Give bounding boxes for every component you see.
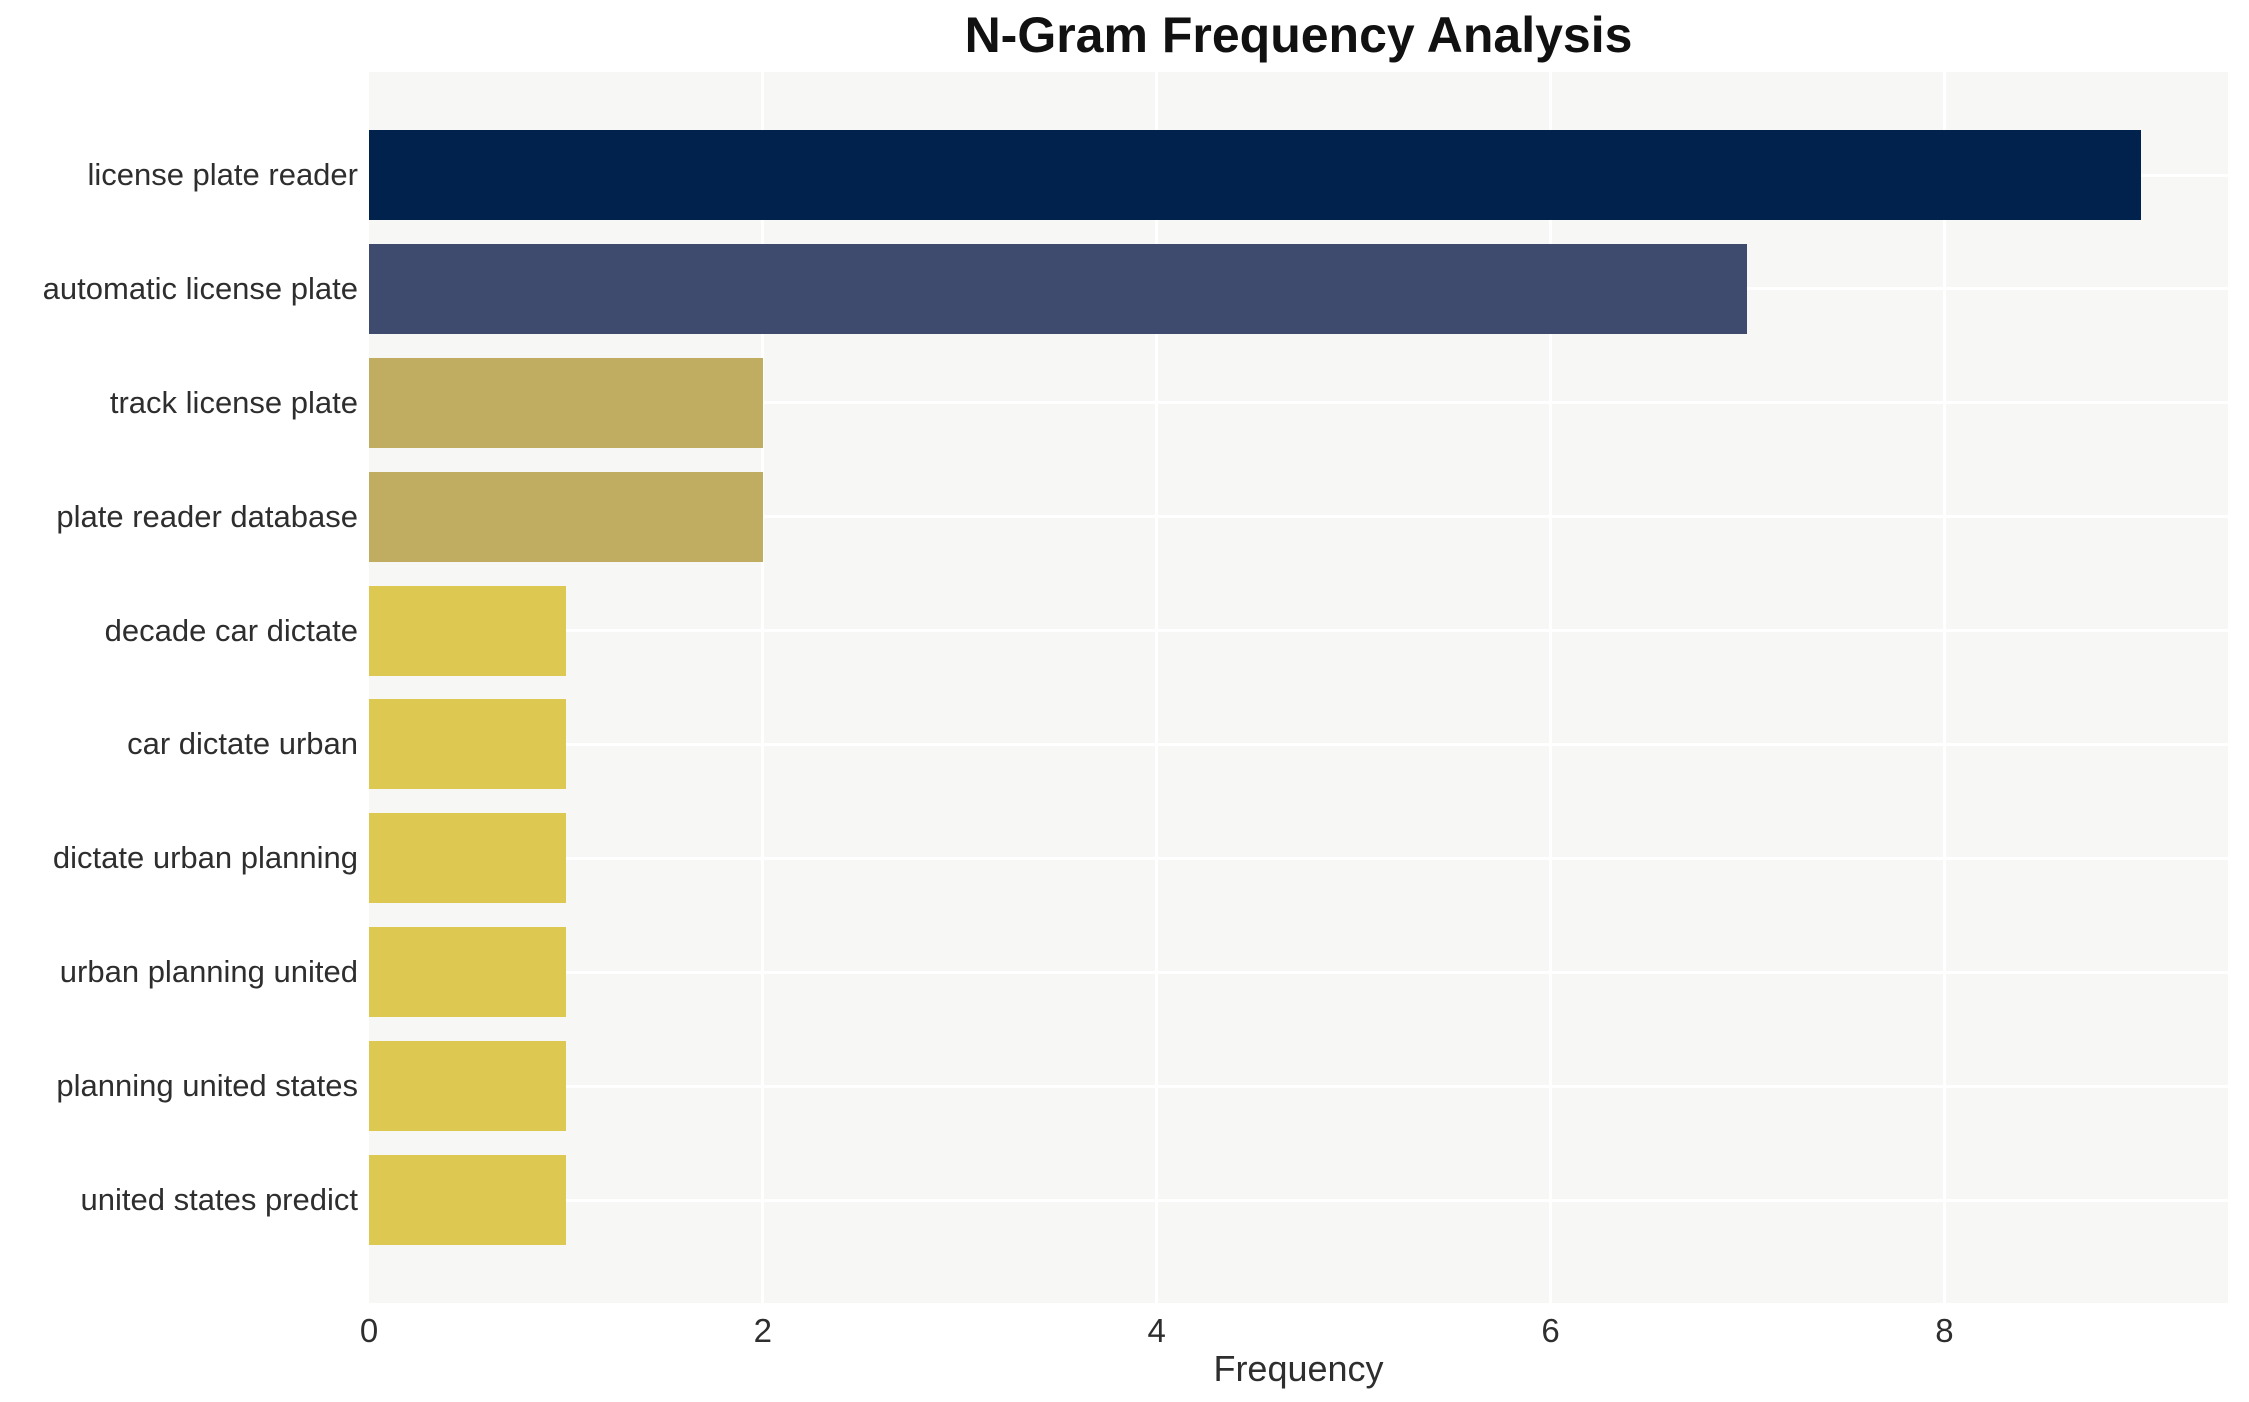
x-tick-label: 2 [753,1312,773,1349]
v-gridline [1155,72,1159,1303]
x-tick-label: 6 [1541,1312,1560,1349]
plot-area [369,72,2228,1303]
bar[interactable] [369,699,566,790]
h-gridline [369,629,2228,633]
bar[interactable] [369,1041,566,1132]
bar[interactable] [369,130,2142,220]
h-gridline [369,515,2228,519]
y-axis-label: planning united states [56,1068,358,1104]
h-gridline [369,856,2228,860]
y-axis-label: track license plate [109,384,358,420]
bar[interactable] [369,585,566,676]
bar[interactable] [369,813,566,904]
y-axis-label: decade car dictate [104,612,358,648]
y-axis-label: license plate reader [87,157,358,192]
y-axis-label: united states predict [80,1182,358,1217]
h-gridline [369,742,2228,746]
y-axis-label: car dictate urban [127,726,358,762]
bar[interactable] [369,1155,566,1245]
x-tick-label: 8 [1935,1312,1954,1349]
x-tick-label: 0 [359,1312,379,1349]
bar[interactable] [369,243,1748,334]
chart-title: N-Gram Frequency Analysis [964,7,1633,63]
y-axis-label: dictate urban planning [52,840,358,876]
h-gridline [369,401,2228,405]
h-gridline [369,1198,2228,1202]
v-gridline [1942,72,1946,1303]
bar[interactable] [369,357,763,448]
y-axis-label: plate reader database [56,498,358,534]
bar[interactable] [369,927,566,1018]
v-gridline [1549,72,1553,1303]
y-axis-label: automatic license plate [42,270,358,306]
bar[interactable] [369,471,763,562]
y-axis-label: urban planning united [59,954,358,990]
x-tick-label: 4 [1147,1312,1166,1349]
x-axis-title: Frequency [1213,1348,1384,1389]
h-gridline [369,970,2228,974]
h-gridline [369,1084,2228,1088]
v-gridline [761,72,765,1303]
